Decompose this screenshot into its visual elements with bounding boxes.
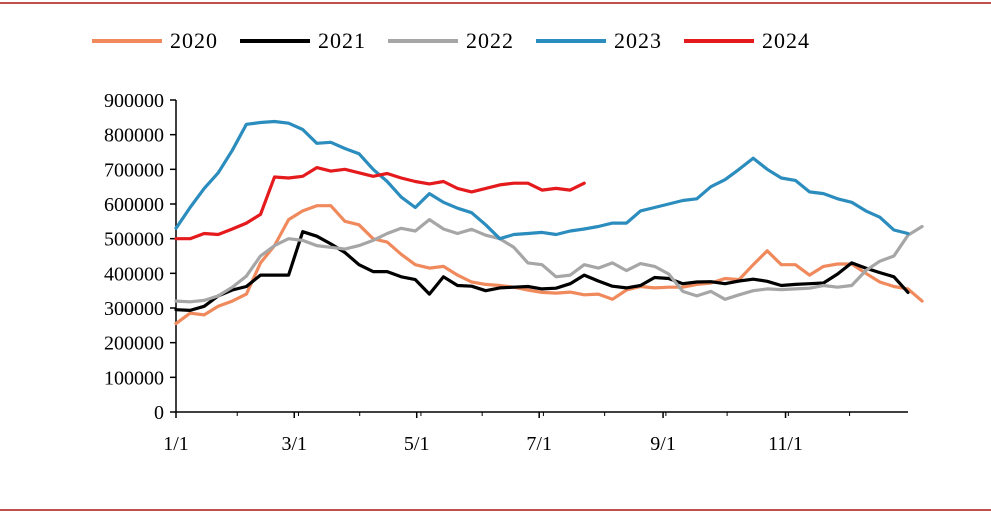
x-tick-label: 3/1: [281, 433, 307, 455]
legend-item-2020: 2020: [92, 28, 218, 54]
legend-label: 2020: [170, 28, 218, 53]
y-tick-label: 300000: [104, 298, 164, 320]
series-line-2024: [174, 166, 586, 241]
series-line-2023: [174, 119, 910, 241]
legend-label: 2022: [466, 28, 514, 53]
x-tick-label: 11/1: [768, 433, 803, 455]
y-tick-label: 500000: [104, 229, 164, 251]
y-tick-label: 200000: [104, 333, 164, 355]
y-tick-label: 800000: [104, 125, 164, 147]
y-tick-label: 900000: [104, 90, 164, 112]
x-tick-label: 7/1: [526, 433, 552, 455]
legend-swatch: [536, 39, 606, 43]
legend: 2020 2021 2022 2023 2024: [92, 28, 832, 54]
legend-swatch: [388, 39, 458, 43]
y-tick-label: 700000: [104, 159, 164, 181]
legend-item-2021: 2021: [240, 28, 366, 54]
legend-item-2023: 2023: [536, 28, 662, 54]
series-line-2020: [174, 204, 924, 326]
x-tick-label: 1/1: [163, 433, 189, 455]
y-tick-label: 400000: [104, 263, 164, 285]
legend-label: 2024: [762, 28, 810, 53]
legend-label: 2021: [318, 28, 366, 53]
y-tick-label: 0: [154, 402, 164, 424]
y-tick-label: 600000: [104, 194, 164, 216]
legend-swatch: [240, 39, 310, 43]
legend-item-2022: 2022: [388, 28, 514, 54]
legend-swatch: [92, 39, 162, 43]
series-line-2021: [174, 230, 910, 312]
x-tick-label: 5/1: [404, 433, 430, 455]
series-line-2022: [174, 218, 924, 304]
legend-label: 2023: [614, 28, 662, 53]
legend-swatch: [684, 39, 754, 43]
top-rule: [0, 2, 991, 4]
x-tick-label: 9/1: [650, 433, 676, 455]
bottom-rule: [0, 509, 991, 511]
y-tick-label: 100000: [104, 367, 164, 389]
legend-item-2024: 2024: [684, 28, 810, 54]
